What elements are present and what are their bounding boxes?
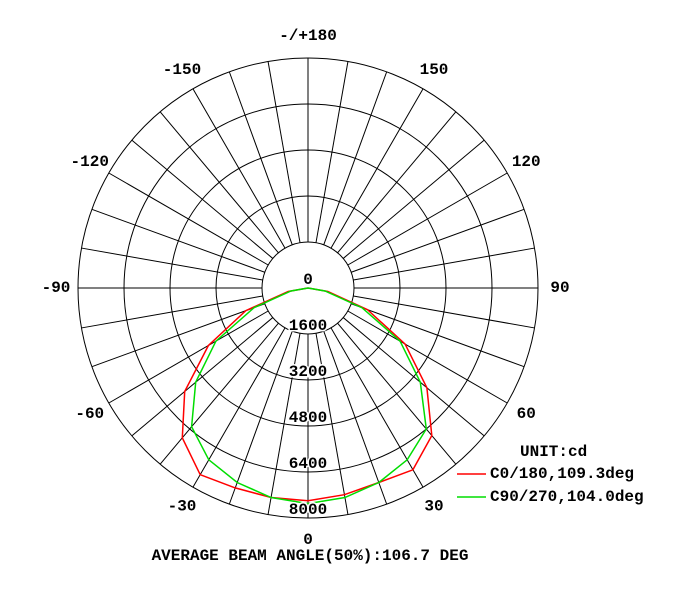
- grid: [77, 57, 539, 519]
- spoke: [330, 327, 424, 488]
- spoke: [330, 88, 424, 249]
- spoke: [108, 310, 269, 404]
- spoke: [347, 310, 508, 404]
- series-line: [181, 287, 433, 502]
- spoke: [108, 172, 269, 266]
- angle-tick-label: 150: [420, 61, 449, 79]
- spoke: [192, 88, 286, 249]
- angle-tick-label: -120: [71, 153, 109, 171]
- angle-tick-label: -150: [163, 61, 201, 79]
- legend-label: C90/270,104.0deg: [490, 488, 644, 506]
- angle-tick-label: 30: [424, 497, 443, 515]
- footer: AVERAGE BEAM ANGLE(50%):106.7 DEG: [152, 547, 469, 565]
- r-tick-label: 0: [303, 271, 313, 289]
- unit-label: UNIT:cd: [520, 443, 587, 461]
- angle-tick-label: -/+180: [279, 27, 337, 45]
- r-tick-label: 4800: [289, 409, 327, 427]
- angle-tick-label: 0: [303, 531, 313, 549]
- r-tick-label: 6400: [289, 455, 327, 473]
- angle-tick-label: -60: [75, 405, 104, 423]
- r-tick-label: 1600: [289, 317, 327, 335]
- r-tick-label: 8000: [289, 501, 327, 519]
- angle-tick-label: 120: [512, 153, 541, 171]
- angle-tick-label: 60: [517, 405, 536, 423]
- angle-tick-label: -90: [42, 279, 71, 297]
- series-line: [190, 287, 428, 505]
- legend-label: C0/180,109.3deg: [490, 465, 634, 483]
- angle-tick-label: 90: [550, 279, 569, 297]
- r-tick-label: 3200: [289, 363, 327, 381]
- angle-tick-label: -30: [168, 497, 197, 515]
- spoke: [192, 327, 286, 488]
- spoke: [347, 172, 508, 266]
